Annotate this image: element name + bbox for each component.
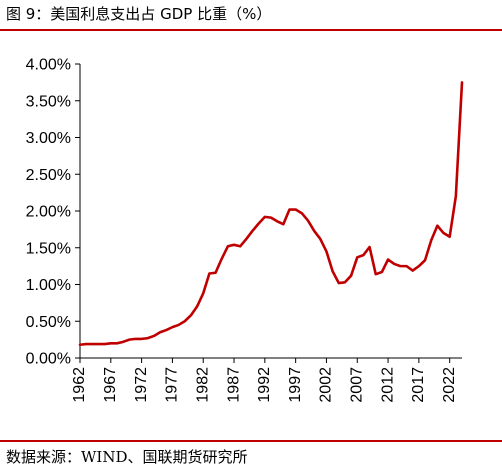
line-chart: 0.00% 0.50% 1.00% 1.50% 2.00% 2.50% 3.00% 3.50%… bbox=[26, 57, 464, 403]
x-tick-label: 1977 bbox=[164, 367, 181, 403]
source-note: 数据来源：WIND、国联期货研究所 bbox=[6, 448, 248, 466]
title-divider bbox=[0, 29, 502, 31]
y-tick-label: 0.50% bbox=[26, 314, 71, 331]
y-tick-label: 2.50% bbox=[26, 167, 71, 184]
y-tick-label: 1.50% bbox=[26, 240, 71, 257]
y-axis-ticks: 0.00% 0.50% 1.00% 1.50% 2.00% 2.50% 3.00% 3.50%… bbox=[26, 57, 80, 368]
x-tick-label: 1982 bbox=[194, 367, 211, 403]
x-tick-label: 2007 bbox=[348, 367, 365, 403]
x-tick-label: 1972 bbox=[133, 367, 150, 403]
y-tick-label: 4.00% bbox=[26, 57, 71, 74]
y-tick-label: 2.00% bbox=[26, 204, 71, 221]
x-tick-label: 2022 bbox=[441, 367, 458, 403]
y-tick-label: 0.00% bbox=[26, 351, 71, 368]
x-tick-label: 1987 bbox=[225, 367, 242, 403]
x-tick-label: 2012 bbox=[379, 367, 396, 403]
x-tick-label: 1967 bbox=[102, 367, 119, 403]
series-line-0 bbox=[78, 81, 464, 347]
y-tick-label: 1.00% bbox=[26, 277, 71, 294]
x-tick-label: 1962 bbox=[71, 367, 88, 403]
y-tick-label: 3.00% bbox=[26, 130, 71, 147]
x-tick-label: 2017 bbox=[410, 367, 427, 403]
chart-title: 图 9：美国利息支出占 GDP 比重（%） bbox=[6, 5, 272, 23]
x-axis-ticks: 1962 1967 1972 1977 1982 1987 1992 1997 2002 2007… bbox=[71, 358, 458, 403]
series-group bbox=[78, 81, 464, 347]
x-tick-label: 1997 bbox=[287, 367, 304, 403]
source-divider bbox=[0, 440, 502, 442]
x-tick-label: 2002 bbox=[318, 367, 335, 403]
x-tick-label: 1992 bbox=[256, 367, 273, 403]
y-tick-label: 3.50% bbox=[26, 93, 71, 110]
chart-axes bbox=[79, 64, 462, 359]
